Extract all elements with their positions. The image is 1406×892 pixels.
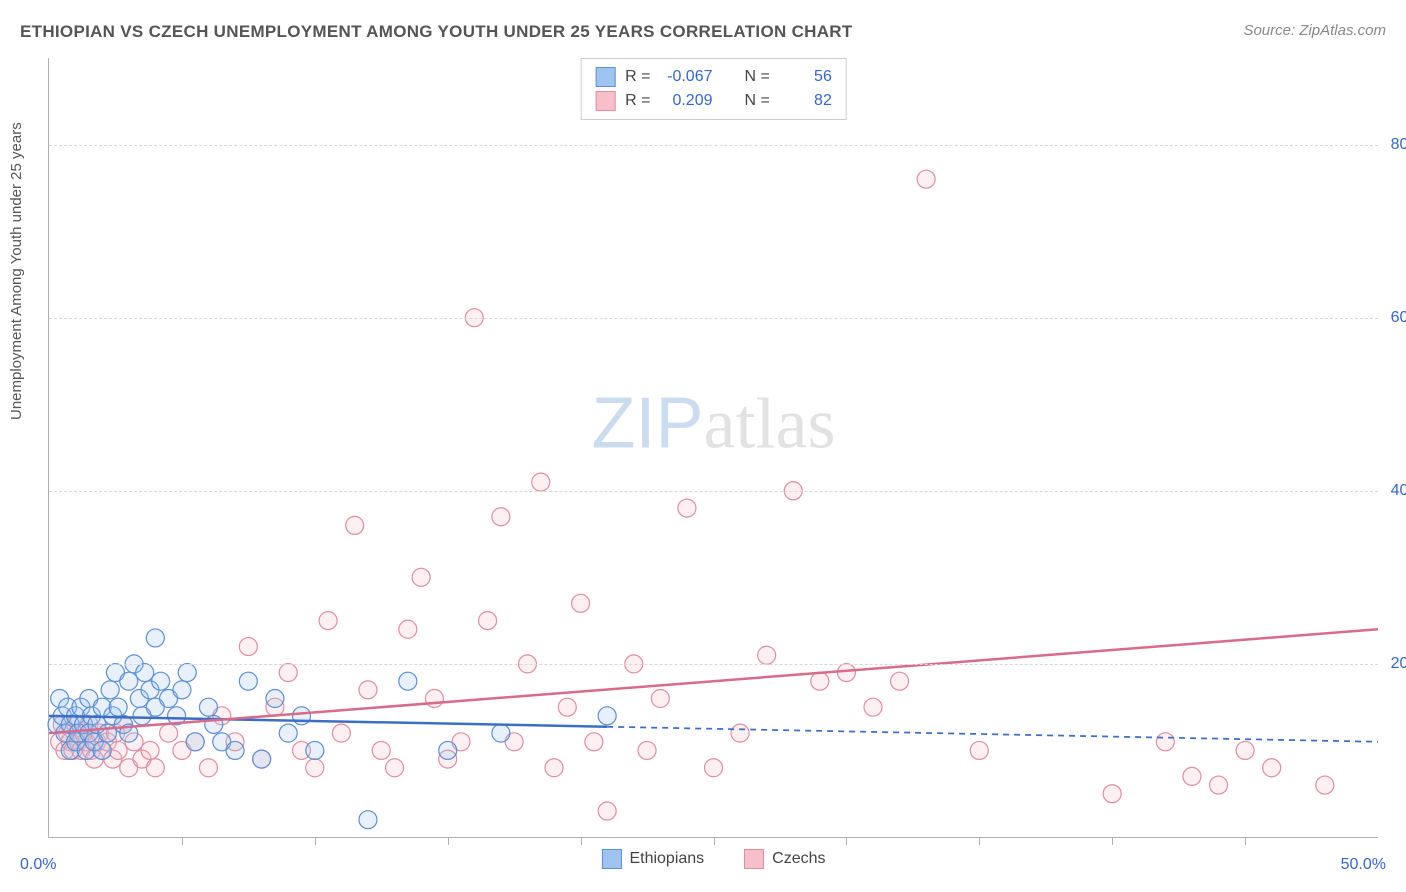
gridline-h xyxy=(49,664,1378,665)
data-point xyxy=(372,741,390,759)
data-point xyxy=(279,664,297,682)
legend-swatch-ethiopians xyxy=(601,849,621,869)
legend-item-ethiopians: Ethiopians xyxy=(601,849,704,869)
x-tick xyxy=(1112,837,1113,845)
legend: Ethiopians Czechs xyxy=(601,849,825,869)
data-point xyxy=(598,707,616,725)
data-point xyxy=(545,759,563,777)
data-point xyxy=(253,750,271,768)
data-point xyxy=(492,724,510,742)
x-tick xyxy=(1245,837,1246,845)
y-tick-label: 80.0% xyxy=(1391,136,1406,154)
y-tick-label: 20.0% xyxy=(1391,655,1406,673)
data-point xyxy=(864,698,882,716)
data-point xyxy=(160,724,178,742)
data-point xyxy=(811,672,829,690)
chart-title: ETHIOPIAN VS CZECH UNEMPLOYMENT AMONG YO… xyxy=(20,22,853,42)
y-tick-label: 60.0% xyxy=(1391,309,1406,327)
data-point xyxy=(917,170,935,188)
x-tick xyxy=(846,837,847,845)
plot-area: ZIPatlas R = -0.067 N = 56 R = 0.209 N =… xyxy=(48,58,1378,838)
data-point xyxy=(173,681,191,699)
gridline-h xyxy=(49,318,1378,319)
data-point xyxy=(891,672,909,690)
data-point xyxy=(279,724,297,742)
data-point xyxy=(332,724,350,742)
data-point xyxy=(399,672,417,690)
data-point xyxy=(572,594,590,612)
data-point xyxy=(141,741,159,759)
legend-swatch-czechs xyxy=(744,849,764,869)
data-point xyxy=(146,759,164,777)
y-axis-label: Unemployment Among Youth under 25 years xyxy=(8,122,25,420)
data-point xyxy=(492,508,510,526)
data-point xyxy=(651,690,669,708)
data-point xyxy=(199,759,217,777)
data-point xyxy=(226,741,244,759)
data-point xyxy=(638,741,656,759)
data-point xyxy=(146,629,164,647)
data-point xyxy=(585,733,603,751)
data-point xyxy=(306,759,324,777)
x-tick xyxy=(714,837,715,845)
x-tick xyxy=(182,837,183,845)
data-point xyxy=(359,681,377,699)
legend-label-czechs: Czechs xyxy=(772,850,825,868)
data-point xyxy=(239,672,257,690)
data-point xyxy=(178,664,196,682)
x-tick xyxy=(448,837,449,845)
data-point xyxy=(412,568,430,586)
legend-label-ethiopians: Ethiopians xyxy=(629,850,704,868)
data-point xyxy=(439,741,457,759)
data-point xyxy=(199,698,217,716)
y-tick-label: 40.0% xyxy=(1391,482,1406,500)
data-point xyxy=(346,516,364,534)
data-point xyxy=(152,672,170,690)
scatter-svg xyxy=(49,58,1378,837)
data-point xyxy=(319,612,337,630)
x-tick xyxy=(581,837,582,845)
x-tick xyxy=(979,837,980,845)
data-point xyxy=(93,741,111,759)
data-point xyxy=(386,759,404,777)
data-point xyxy=(101,681,119,699)
data-point xyxy=(1156,733,1174,751)
gridline-h xyxy=(49,491,1378,492)
data-point xyxy=(266,690,284,708)
data-point xyxy=(1316,776,1334,794)
origin-label: 0.0% xyxy=(20,856,56,874)
x-tick xyxy=(315,837,316,845)
data-point xyxy=(532,473,550,491)
data-point xyxy=(109,698,127,716)
data-point xyxy=(731,724,749,742)
data-point xyxy=(970,741,988,759)
legend-item-czechs: Czechs xyxy=(744,849,825,869)
data-point xyxy=(1103,785,1121,803)
data-point xyxy=(399,620,417,638)
source-attribution: Source: ZipAtlas.com xyxy=(1243,22,1386,39)
data-point xyxy=(306,741,324,759)
data-point xyxy=(598,802,616,820)
data-point xyxy=(705,759,723,777)
data-point xyxy=(1263,759,1281,777)
data-point xyxy=(678,499,696,517)
data-point xyxy=(109,741,127,759)
data-point xyxy=(558,698,576,716)
data-point xyxy=(120,672,138,690)
data-point xyxy=(1183,767,1201,785)
gridline-h xyxy=(49,145,1378,146)
data-point xyxy=(239,638,257,656)
data-point xyxy=(1210,776,1228,794)
data-point xyxy=(425,690,443,708)
data-point xyxy=(1236,741,1254,759)
trend-line xyxy=(607,727,1378,742)
data-point xyxy=(479,612,497,630)
data-point xyxy=(758,646,776,664)
data-point xyxy=(186,733,204,751)
data-point xyxy=(136,664,154,682)
data-point xyxy=(359,811,377,829)
x-end-label: 50.0% xyxy=(1341,856,1386,874)
